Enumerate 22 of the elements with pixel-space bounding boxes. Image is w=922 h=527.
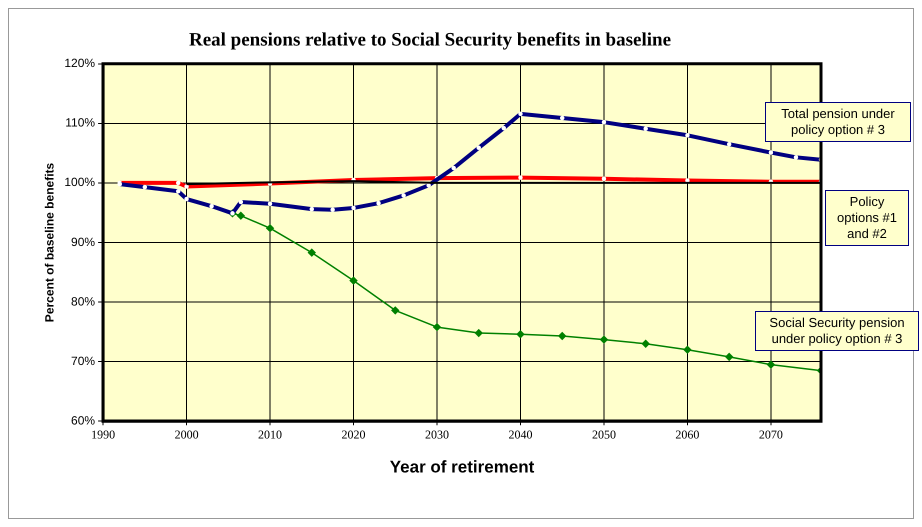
x-tick-label: 2030 xyxy=(425,428,449,442)
x-axis-title: Year of retirement xyxy=(390,457,535,476)
series-label: Social Security pension under policy option # 3 xyxy=(755,310,919,351)
x-tick-label: 2040 xyxy=(508,428,532,442)
y-tick-label: 80% xyxy=(71,294,96,308)
y-tick-label: 90% xyxy=(71,234,96,249)
x-tick-label: 2000 xyxy=(174,428,199,442)
series-label: Total pension under policy option # 3 xyxy=(765,102,911,142)
y-tick-label: 110% xyxy=(65,116,96,130)
x-tick-label: 2020 xyxy=(342,428,366,442)
x-tick-label: 2010 xyxy=(258,428,282,442)
y-axis-title: Percent of baseline benefits xyxy=(42,162,57,322)
x-tick-label: 2050 xyxy=(592,428,616,442)
chart-title: Real pensions relative to Social Security benefits in baseline xyxy=(188,29,672,50)
x-tick-label: 2060 xyxy=(675,428,700,442)
x-tick-label: 2070 xyxy=(758,428,783,442)
x-tick-label: 1990 xyxy=(91,428,116,442)
series-label: Policy options #1 and #2 xyxy=(825,190,909,246)
y-tick-label: 60% xyxy=(71,414,96,428)
y-tick-label: 120% xyxy=(64,56,96,70)
y-tick-label: 70% xyxy=(71,354,96,368)
y-tick-label: 100% xyxy=(64,175,96,190)
